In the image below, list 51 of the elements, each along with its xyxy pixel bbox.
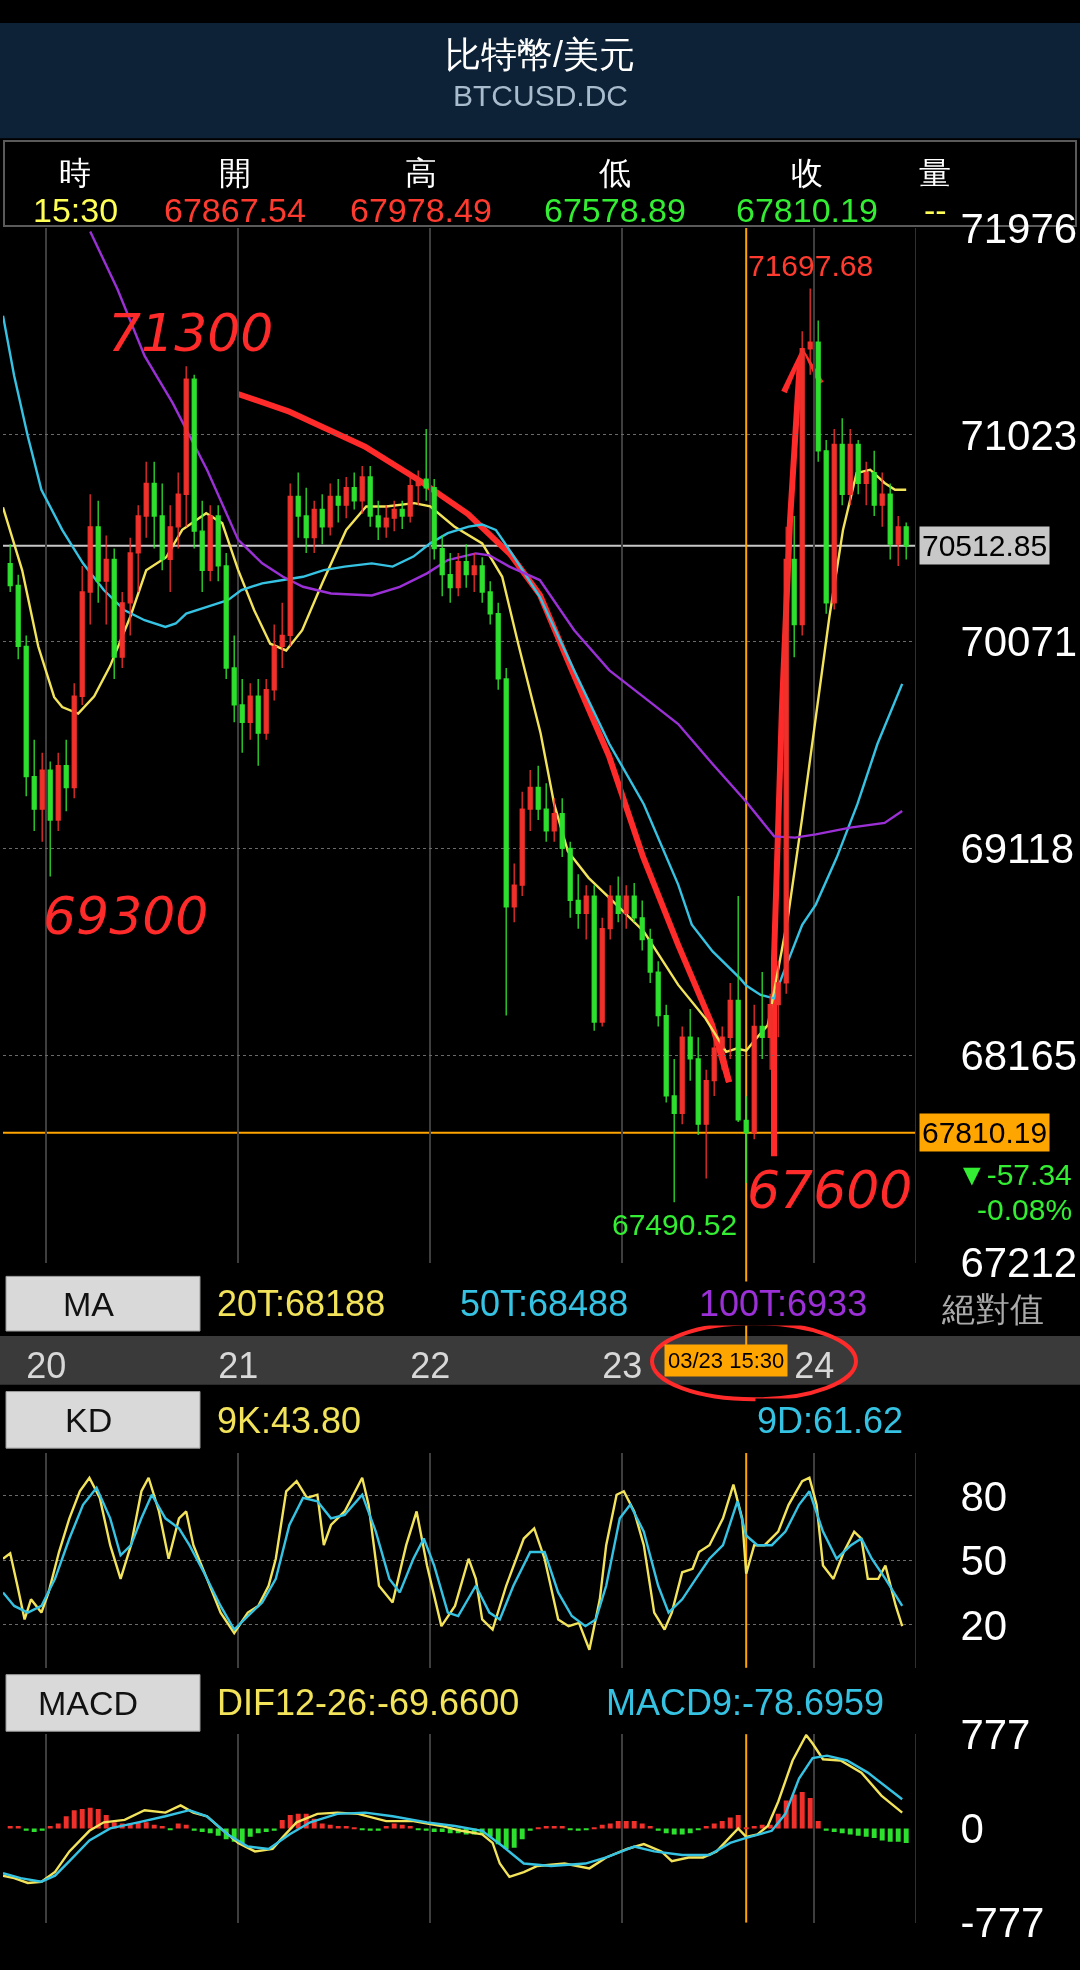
x-tick-label: 20: [26, 1344, 67, 1386]
series-label: 9D:61.62: [757, 1400, 904, 1441]
annotation: 69300: [43, 886, 209, 946]
text: 100T:6933: [699, 1283, 868, 1324]
series-label: 9K:43.80: [217, 1400, 362, 1441]
annotation: 71697.68: [748, 249, 874, 282]
chart-title: 比特幣/美元: [445, 34, 636, 75]
text: 低: [599, 155, 631, 191]
y-tick-label: -777: [960, 1899, 1045, 1947]
text: -0.08%: [977, 1193, 1073, 1226]
text: MA: [63, 1285, 115, 1323]
text: 收: [791, 155, 823, 191]
text: 50T:68488: [460, 1283, 629, 1324]
y-tick-label: 67212: [960, 1239, 1078, 1287]
ref-line-label: 70512.85: [922, 529, 1048, 562]
text: 20T:68188: [217, 1283, 386, 1324]
annotation: 67867.54: [164, 191, 306, 229]
text: ▼-57.34: [957, 1158, 1072, 1191]
y-tick-label: 50: [960, 1537, 1008, 1585]
ref-line-label: 67810.19: [922, 1116, 1048, 1149]
y-tick-label: 777: [960, 1710, 1031, 1758]
y-tick-label: 70071: [960, 618, 1078, 666]
y-tick-label: 20: [960, 1601, 1008, 1649]
text: 量: [919, 155, 951, 191]
ref-line-label: 03/23 15:30: [668, 1348, 785, 1373]
y-tick-label: 80: [960, 1472, 1008, 1520]
y-tick-label: 71023: [960, 411, 1078, 459]
x-tick-label: 22: [410, 1344, 451, 1386]
annotation: 67490.52: [612, 1208, 738, 1241]
x-tick-label: 24: [794, 1344, 835, 1386]
chart-title: MACD: [38, 1684, 139, 1722]
annotation: 67978.49: [350, 191, 492, 229]
annotation: 15:30: [33, 191, 119, 229]
text: 絕對值: [941, 1290, 1044, 1328]
text: 開: [219, 155, 251, 191]
chart-title: KD: [65, 1401, 113, 1439]
y-tick-label: 71976: [960, 204, 1078, 252]
text: 高: [405, 155, 437, 191]
x-tick-label: 21: [218, 1344, 259, 1386]
chart-subtitle: BTCUSD.DC: [453, 79, 629, 112]
text: DIF12-26:-69.6600: [217, 1682, 520, 1723]
y-tick-label: 68165: [960, 1032, 1078, 1080]
annotation: 67810.19: [736, 191, 878, 229]
annotation: 67600: [747, 1160, 913, 1220]
text: 時: [59, 155, 91, 191]
series-label: MACD9:-78.6959: [606, 1682, 885, 1723]
y-tick-label: 69118: [960, 825, 1075, 873]
y-tick-label: 0: [960, 1805, 984, 1853]
annotation: 67578.89: [544, 191, 686, 229]
x-tick-label: 23: [602, 1344, 643, 1386]
text: --: [924, 191, 947, 229]
